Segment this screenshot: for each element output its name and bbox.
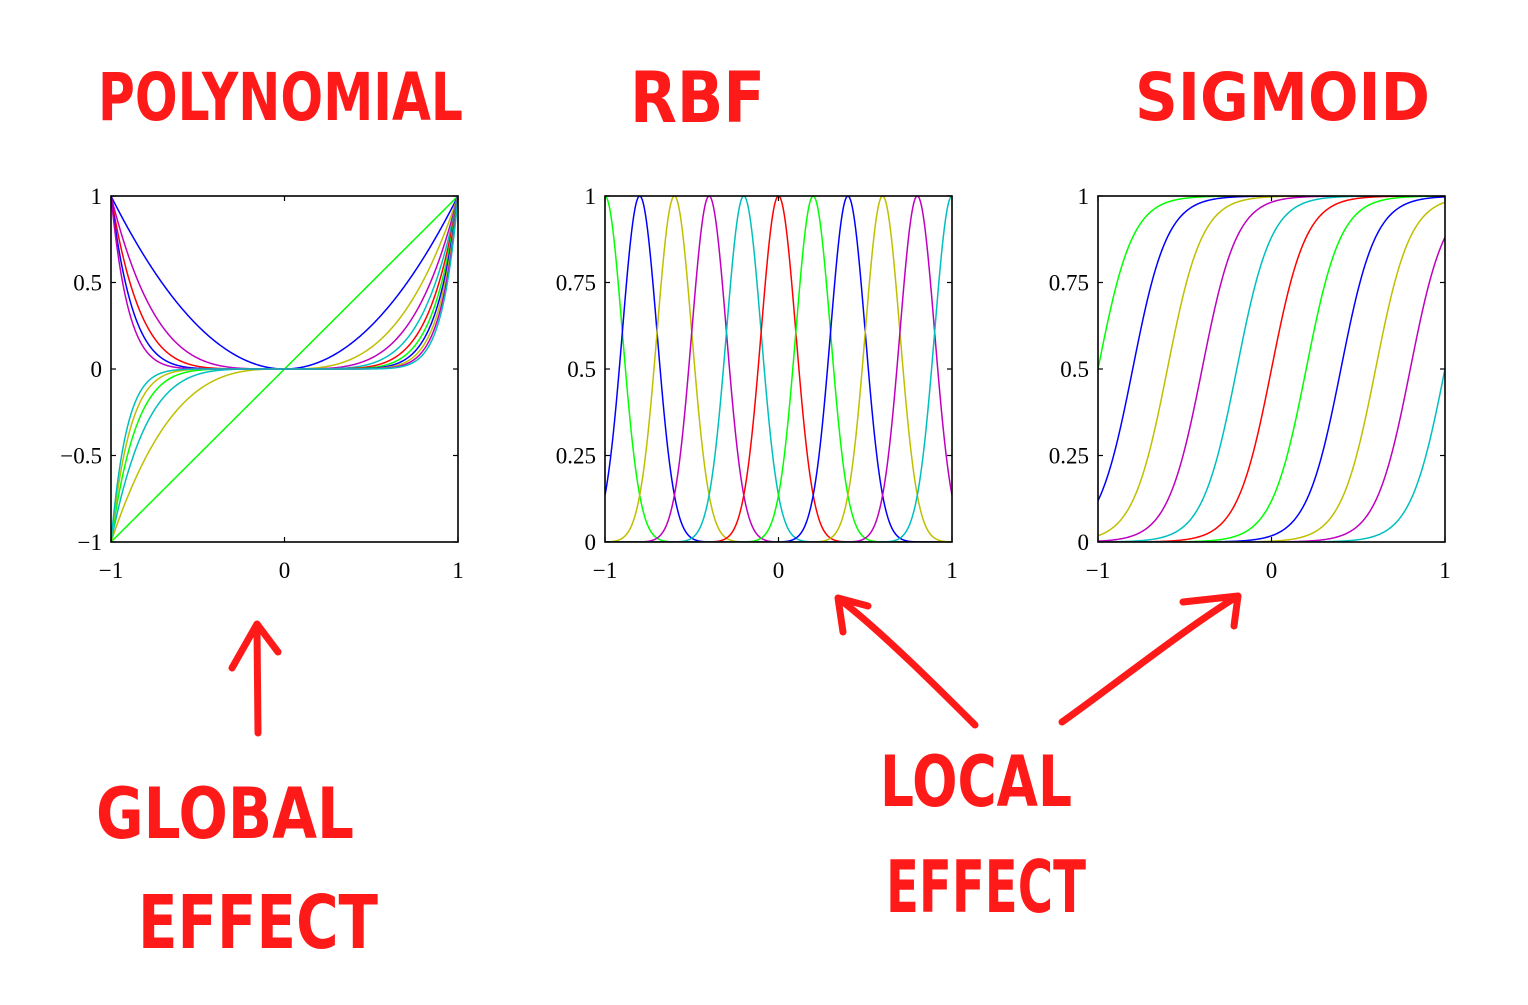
y-tick-label: 0.25 [1049, 444, 1089, 469]
y-tick-label: 1 [1078, 184, 1090, 209]
series-line-1 [605, 196, 952, 542]
y-tick-label: 0.75 [1049, 271, 1089, 296]
sigmoid-chart: 0 0.25 0.5 0.75 1 −1 0 1 [1049, 184, 1451, 583]
global-effect-line2: EFFECT [138, 880, 378, 966]
series-line-0 [1098, 196, 1445, 370]
y-tick-label: 1 [91, 184, 103, 209]
series-line-9 [111, 196, 458, 370]
x-tick-label: 1 [946, 558, 958, 583]
series-line-9 [1098, 236, 1445, 542]
series-line-10 [605, 196, 952, 542]
y-tick-label: 0.5 [1060, 357, 1089, 382]
series-line-10 [1098, 368, 1445, 542]
x-tick-label: 0 [773, 558, 785, 583]
series-line-2 [605, 196, 952, 542]
series-line-10 [111, 196, 458, 542]
series-line-9 [605, 196, 952, 542]
rbf-annotation: RBF [630, 57, 765, 139]
series-line-5 [605, 196, 952, 542]
x-tick-label: −1 [593, 558, 617, 583]
local-effect-line1: LOCAL [880, 741, 1072, 823]
series-line-5 [1098, 196, 1445, 542]
plot-frame [604, 195, 953, 543]
series-line-1 [111, 196, 458, 370]
series-line-8 [605, 196, 952, 542]
series-line-4 [605, 196, 952, 542]
x-tick-label: −1 [1086, 558, 1110, 583]
y-tick-label: −1 [78, 530, 102, 555]
series-line-7 [111, 196, 458, 370]
local-effect-line2: EFFECT [886, 845, 1086, 929]
polynomial-chart: −1 −0.5 0 0.5 1 −1 0 1 [60, 184, 463, 583]
series-line-5 [111, 196, 458, 370]
y-tick-label: −0.5 [60, 444, 102, 469]
x-tick-label: 1 [1439, 558, 1451, 583]
series-line-6 [605, 196, 952, 542]
global-effect-line1: GLOBAL [96, 773, 354, 855]
series-line-3 [605, 196, 952, 542]
y-tick-label: 1 [585, 184, 597, 209]
series-line-0 [605, 196, 952, 542]
y-tick-label: 0 [91, 357, 103, 382]
series-line-1 [1098, 196, 1445, 502]
y-tick-label: 0 [585, 530, 597, 555]
local-arrow-right-icon [1058, 592, 1242, 726]
x-tick-label: −1 [99, 558, 123, 583]
series-line-7 [605, 196, 952, 542]
y-tick-label: 0.5 [73, 271, 102, 296]
y-tick-label: 0.25 [556, 444, 596, 469]
x-tick-label: 0 [279, 558, 291, 583]
x-tick-label: 1 [452, 558, 464, 583]
global-arrow-icon [228, 620, 282, 737]
local-arrow-left-icon [834, 594, 979, 729]
polynomial-annotation: POLYNOMIAL [98, 59, 463, 136]
y-tick-label: 0.5 [567, 357, 596, 382]
y-tick-label: 0 [1078, 530, 1090, 555]
sigmoid-annotation: SIGMOID [1135, 59, 1430, 136]
x-tick-label: 0 [1266, 558, 1278, 583]
series-line-3 [111, 196, 458, 370]
rbf-chart: 0 0.25 0.5 0.75 1 −1 0 1 [556, 184, 958, 583]
y-tick-label: 0.75 [556, 271, 596, 296]
